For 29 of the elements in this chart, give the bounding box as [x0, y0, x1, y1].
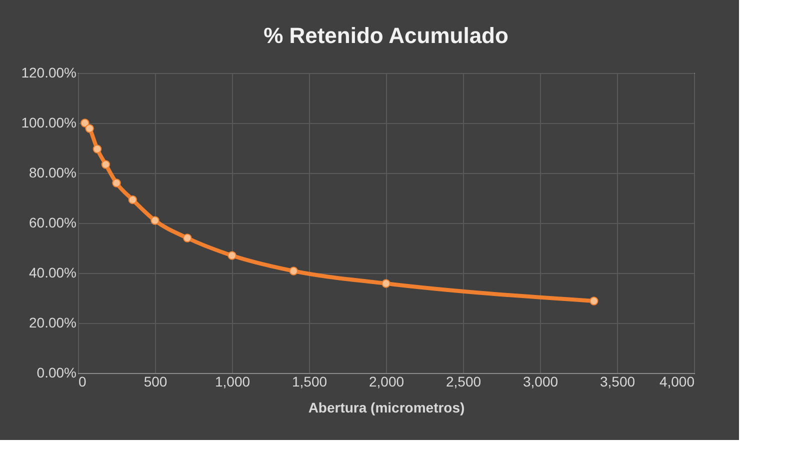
- y-tick-label: 20.00%: [29, 314, 76, 330]
- point: [289, 266, 298, 276]
- point: [128, 195, 138, 204]
- point: [85, 124, 94, 133]
- x-tick-label: 0: [78, 374, 86, 390]
- x-tick-label: 2,500: [446, 374, 482, 390]
- point: [182, 234, 192, 242]
- x-tick-label: 3,500: [600, 374, 636, 390]
- point: [150, 216, 160, 225]
- x-tick-label: 500: [144, 374, 168, 390]
- y-tick-label: 0.00%: [36, 364, 76, 380]
- chart-title: % Retenido Acumulado: [264, 23, 508, 48]
- y-tick-label: 80.00%: [29, 164, 76, 180]
- point: [228, 251, 236, 260]
- x-tick-label: 2,000: [368, 374, 404, 390]
- x-axis-title: Abertura (micrometros): [308, 400, 465, 416]
- y-tick-label: 100.00%: [21, 114, 76, 130]
- x-tick-label: 3,000: [522, 374, 558, 390]
- point: [112, 178, 121, 188]
- x-tick-label: 1,500: [292, 374, 328, 390]
- point: [382, 279, 390, 288]
- y-tick-label: 120.00%: [21, 64, 76, 80]
- x-tick-label: 4,000: [659, 374, 695, 390]
- y-tick-label: 60.00%: [29, 214, 76, 230]
- point: [101, 160, 110, 169]
- point: [590, 296, 598, 306]
- point: [92, 144, 102, 154]
- x-tick-label: 1,000: [214, 374, 250, 390]
- y-tick-label: 40.00%: [29, 264, 76, 280]
